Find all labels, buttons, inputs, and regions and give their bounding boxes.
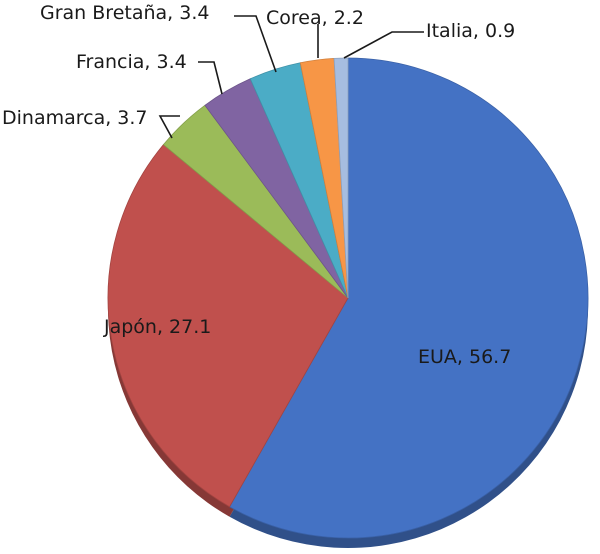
leader-line-francia [198,61,223,95]
slice-label-francia: Francia, 3.4 [76,51,187,73]
slice-label-japon: Japón, 27.1 [103,316,211,338]
leader-line-gran-bretana [234,15,277,73]
slice-japon [107,144,349,508]
slice-label-corea: Corea, 2.2 [266,7,364,29]
slice-label-dinamarca: Dinamarca, 3.7 [2,107,148,129]
slice-label-italia: Italia, 0.9 [426,20,515,42]
leader-line-dinamarca [158,115,180,139]
slice-eua [229,57,589,539]
leader-lines [158,15,424,139]
slice-italia [333,57,349,299]
leader-line-italia [343,31,424,59]
pie-slices [107,57,589,539]
slice-label-gran-bretana: Gran Bretaña, 3.4 [40,2,209,24]
slice-label-eua: EUA, 56.7 [418,346,511,368]
